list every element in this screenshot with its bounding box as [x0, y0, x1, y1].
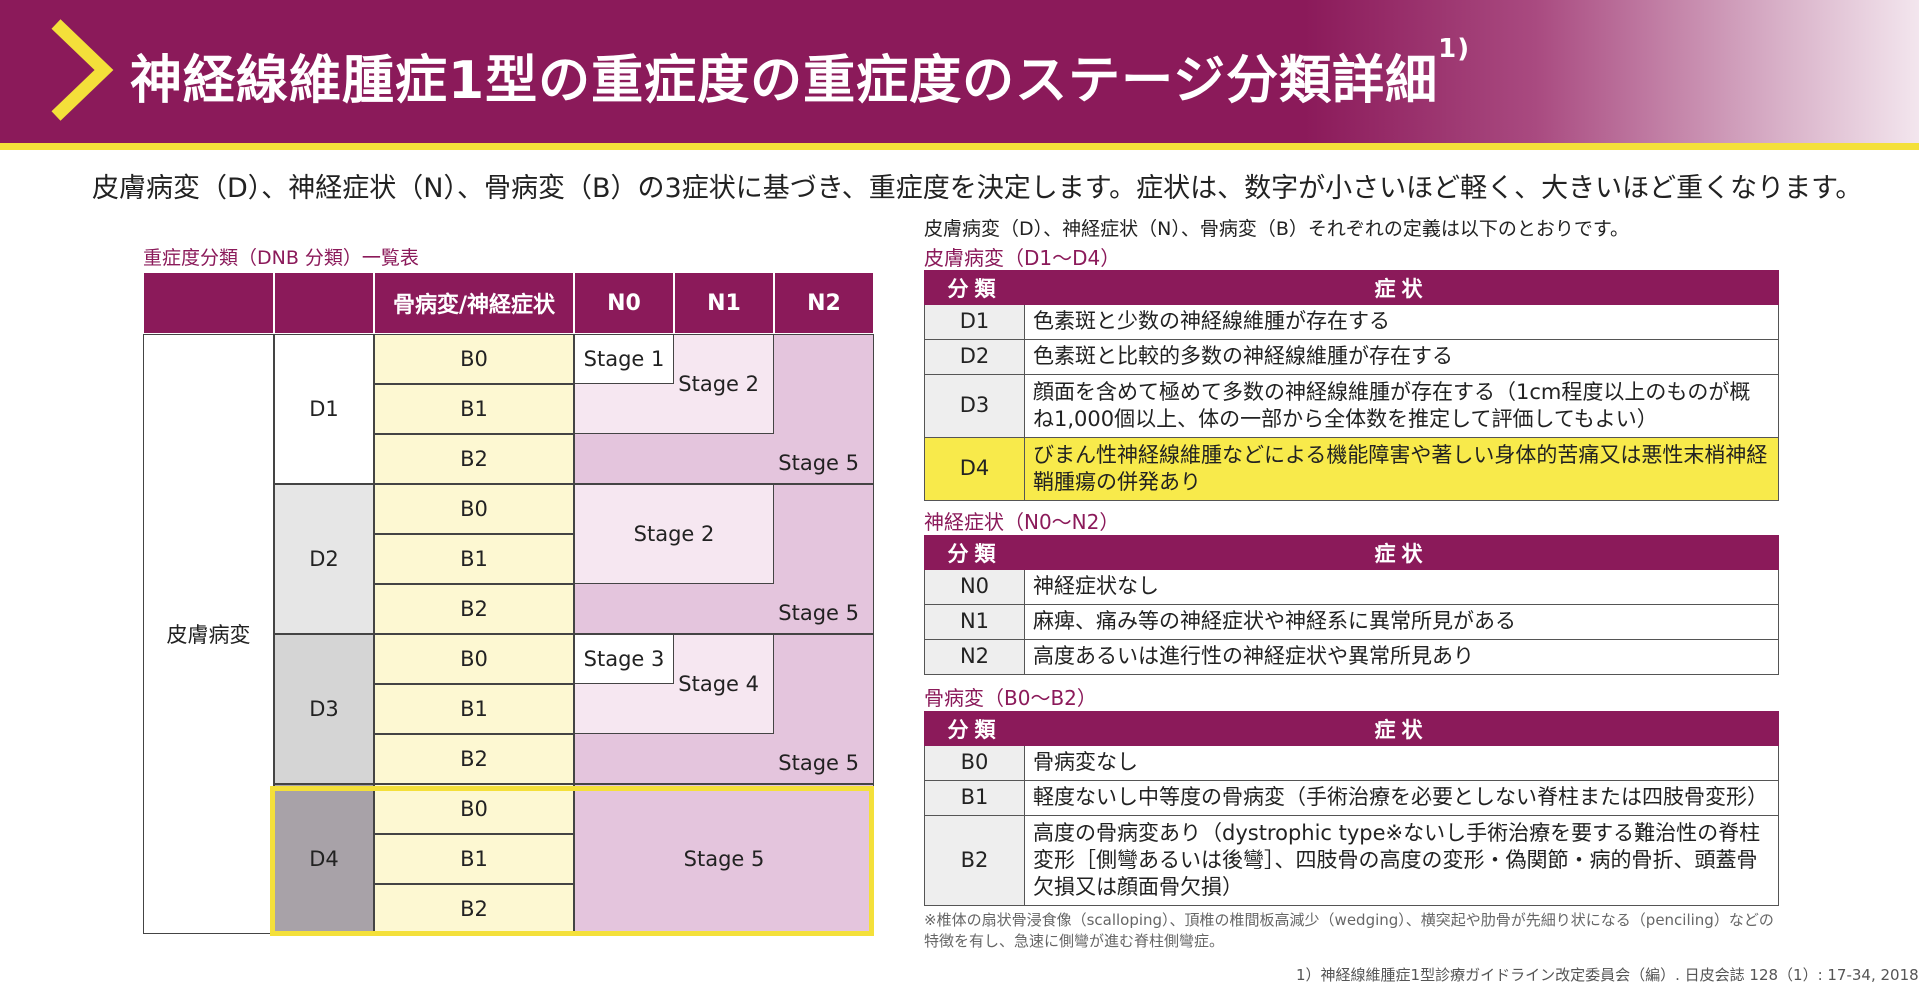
row-text: 色素斑と比較的多数の神経線維腫が存在する — [1024, 339, 1779, 375]
header-key: 分類 — [924, 535, 1025, 570]
b-label: B0 — [374, 784, 574, 834]
row-text: 神経症状なし — [1024, 569, 1779, 605]
neuro-definition-table: 分類 症状 N0 神経症状なし N1 麻痺、痛み等の神経症状や神経系に異常所見が… — [924, 535, 1779, 675]
stage3-cell: Stage 3 — [574, 634, 674, 684]
row-text: 高度の骨病変あり（dystrophic type※ないし手術治療を要する難治性の… — [1024, 815, 1779, 906]
header-underline — [0, 143, 1919, 150]
header-key: 分類 — [924, 270, 1025, 305]
table-header-blank — [274, 272, 374, 334]
skin-lesion-label: 皮膚病変 — [143, 334, 274, 934]
table-header-bone-neuro: 骨病変/神経症状 — [374, 272, 574, 334]
skin-definition-table: 分類 症状 D1 色素斑と少数の神経線維腫が存在する D2 色素斑と比較的多数の… — [924, 270, 1779, 501]
footnote: ※椎体の扇状骨浸食像（scalloping）、頂椎の椎間板高減少（wedging… — [924, 911, 1774, 950]
stage5-cell-d4: Stage 5 — [574, 784, 874, 934]
table-row: B1 軽度ないし中等度の骨病変（手術治療を必要としない脊柱または四肢骨変形） — [924, 780, 1779, 816]
lead-text: 皮膚病変（D）、神経症状（N）、骨病変（B）の3症状に基づき、重症度を決定します… — [92, 173, 1863, 204]
table-row: D2 色素斑と比較的多数の神経線維腫が存在する — [924, 339, 1779, 375]
b-label: B1 — [374, 534, 574, 584]
d3-label: D3 — [274, 634, 374, 784]
dnb-classification-table: 骨病変/神経症状 N0 N1 N2 皮膚病変 D1 D2 D3 D4 B0 B1… — [143, 272, 874, 934]
dnb-table-caption: 重症度分類（DNB 分類）一覧表 — [143, 247, 419, 269]
neuro-table-caption: 神経症状（N0〜N2） — [924, 510, 1120, 534]
row-key: B2 — [924, 815, 1025, 906]
table-header-n2: N2 — [774, 272, 874, 334]
bone-table-caption: 骨病変（B0〜B2） — [924, 686, 1097, 710]
title-banner: 神経線維腫症1型の重症度の重症度のステージ分類詳細1) — [0, 0, 1919, 143]
header-value: 症状 — [1024, 270, 1779, 305]
header-value: 症状 — [1024, 535, 1779, 570]
b-label: B2 — [374, 434, 574, 484]
b-label: B1 — [374, 384, 574, 434]
header-key: 分類 — [924, 711, 1025, 746]
b-label: B2 — [374, 884, 574, 934]
reference-citation: 1）神経線維腫症1型診療ガイドライン改定委員会（編）. 日皮会誌 128（1）:… — [1296, 966, 1919, 984]
table-header-n1: N1 — [674, 272, 774, 334]
table-header-row: 分類 症状 — [924, 711, 1779, 746]
table-row: B0 骨病変なし — [924, 745, 1779, 781]
table-header-row: 分類 症状 — [924, 270, 1779, 305]
row-key: B1 — [924, 780, 1025, 816]
header-value: 症状 — [1024, 711, 1779, 746]
stage2-cell-d2: Stage 2 — [574, 484, 774, 584]
b-label: B2 — [374, 584, 574, 634]
row-key: D3 — [924, 374, 1025, 438]
table-header-blank — [143, 272, 274, 334]
row-text: びまん性神経線維腫などによる機能障害や著しい身体的苦痛又は悪性末梢神経鞘腫瘍の併… — [1024, 437, 1779, 501]
d4-label: D4 — [274, 784, 374, 934]
row-key: N2 — [924, 639, 1025, 675]
b-label: B2 — [374, 734, 574, 784]
table-row: D1 色素斑と少数の神経線維腫が存在する — [924, 304, 1779, 340]
table-header-row: 分類 症状 — [924, 535, 1779, 570]
skin-table-caption: 皮膚病変（D1〜D4） — [924, 246, 1121, 270]
b-label: B0 — [374, 634, 574, 684]
row-key: N0 — [924, 569, 1025, 605]
row-key: D2 — [924, 339, 1025, 375]
b-label: B0 — [374, 484, 574, 534]
definitions-intro: 皮膚病変（D）、神経症状（N）、骨病変（B）それぞれの定義は以下のとおりです。 — [924, 218, 1629, 240]
stage2-cell-d1: Stage 2 — [574, 334, 774, 434]
table-row-highlighted: D4 びまん性神経線維腫などによる機能障害や著しい身体的苦痛又は悪性末梢神経鞘腫… — [924, 437, 1779, 501]
row-text: 骨病変なし — [1024, 745, 1779, 781]
chevron-right-icon — [51, 19, 114, 121]
row-key: N1 — [924, 604, 1025, 640]
row-text: 軽度ないし中等度の骨病変（手術治療を必要としない脊柱または四肢骨変形） — [1024, 780, 1779, 816]
row-text: 麻痺、痛み等の神経症状や神経系に異常所見がある — [1024, 604, 1779, 640]
table-header-n0: N0 — [574, 272, 674, 334]
table-row: B2 高度の骨病変あり（dystrophic type※ないし手術治療を要する難… — [924, 815, 1779, 906]
bone-definition-table: 分類 症状 B0 骨病変なし B1 軽度ないし中等度の骨病変（手術治療を必要とし… — [924, 711, 1779, 906]
page-title: 神経線維腫症1型の重症度の重症度のステージ分類詳細1) — [130, 34, 1471, 111]
b-label: B1 — [374, 684, 574, 734]
d1-label: D1 — [274, 334, 374, 484]
d2-label: D2 — [274, 484, 374, 634]
row-key: B0 — [924, 745, 1025, 781]
b-label: B1 — [374, 834, 574, 884]
table-row: N1 麻痺、痛み等の神経症状や神経系に異常所見がある — [924, 604, 1779, 640]
row-key: D4 — [924, 437, 1025, 501]
row-text: 顔面を含めて極めて多数の神経線維腫が存在する（1cm程度以上のものが概ね1,00… — [1024, 374, 1779, 438]
table-row: N0 神経症状なし — [924, 569, 1779, 605]
row-key: D1 — [924, 304, 1025, 340]
b-label: B0 — [374, 334, 574, 384]
row-text: 色素斑と少数の神経線維腫が存在する — [1024, 304, 1779, 340]
table-row: N2 高度あるいは進行性の神経症状や異常所見あり — [924, 639, 1779, 675]
stage1-cell: Stage 1 — [574, 334, 674, 384]
table-row: D3 顔面を含めて極めて多数の神経線維腫が存在する（1cm程度以上のものが概ね1… — [924, 374, 1779, 438]
row-text: 高度あるいは進行性の神経症状や異常所見あり — [1024, 639, 1779, 675]
